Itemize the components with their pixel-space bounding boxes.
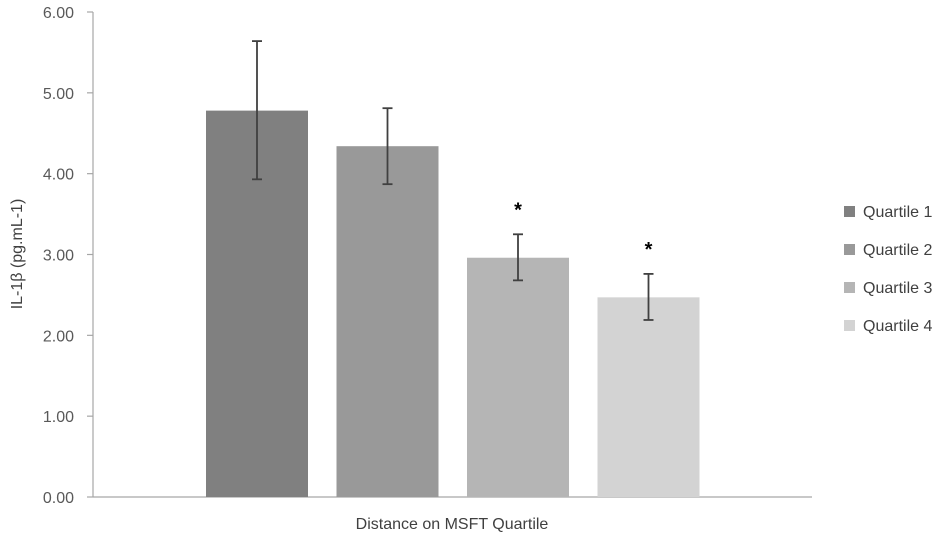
legend-swatch bbox=[844, 282, 855, 293]
bar-quartile-4 bbox=[597, 297, 700, 497]
error-bars bbox=[252, 40, 654, 321]
legend-item: Quartile 3 bbox=[844, 280, 932, 297]
bar-quartile-2 bbox=[336, 146, 439, 497]
legend-label: Quartile 2 bbox=[863, 242, 932, 259]
y-axis-ticks: 0.00 1.00 2.00 3.00 4.00 5.00 6.00 bbox=[43, 5, 93, 507]
significance-annotations: ** bbox=[514, 199, 653, 261]
error-bar bbox=[252, 40, 262, 181]
y-tick-label: 2.00 bbox=[43, 328, 74, 345]
legend-swatch bbox=[844, 206, 855, 217]
bars bbox=[206, 110, 700, 497]
y-tick-label: 0.00 bbox=[43, 490, 74, 507]
y-axis-title: IL-1β (pg.mL-1) bbox=[9, 199, 26, 310]
significance-asterisk: * bbox=[514, 199, 522, 221]
error-bar bbox=[513, 233, 523, 282]
legend-swatch bbox=[844, 320, 855, 331]
legend: Quartile 1 Quartile 2 Quartile 3 Quartile 4 bbox=[844, 204, 932, 335]
legend-label: Quartile 1 bbox=[863, 204, 932, 221]
error-bar bbox=[382, 107, 393, 186]
y-tick-label: 5.00 bbox=[43, 86, 74, 103]
legend-item: Quartile 4 bbox=[844, 318, 932, 335]
y-tick-label: 3.00 bbox=[43, 248, 74, 265]
significance-asterisk: * bbox=[645, 239, 653, 261]
legend-swatch bbox=[844, 244, 855, 255]
x-axis-title: Distance on MSFT Quartile bbox=[356, 516, 549, 533]
y-tick-label: 1.00 bbox=[43, 409, 74, 426]
error-bar bbox=[643, 272, 654, 321]
legend-item: Quartile 2 bbox=[844, 242, 932, 259]
legend-item: Quartile 1 bbox=[844, 204, 932, 221]
y-tick-label: 6.00 bbox=[43, 5, 74, 22]
legend-label: Quartile 3 bbox=[863, 280, 932, 297]
bar-quartile-3 bbox=[467, 257, 569, 497]
y-tick-label: 4.00 bbox=[43, 167, 74, 184]
legend-label: Quartile 4 bbox=[863, 318, 932, 335]
